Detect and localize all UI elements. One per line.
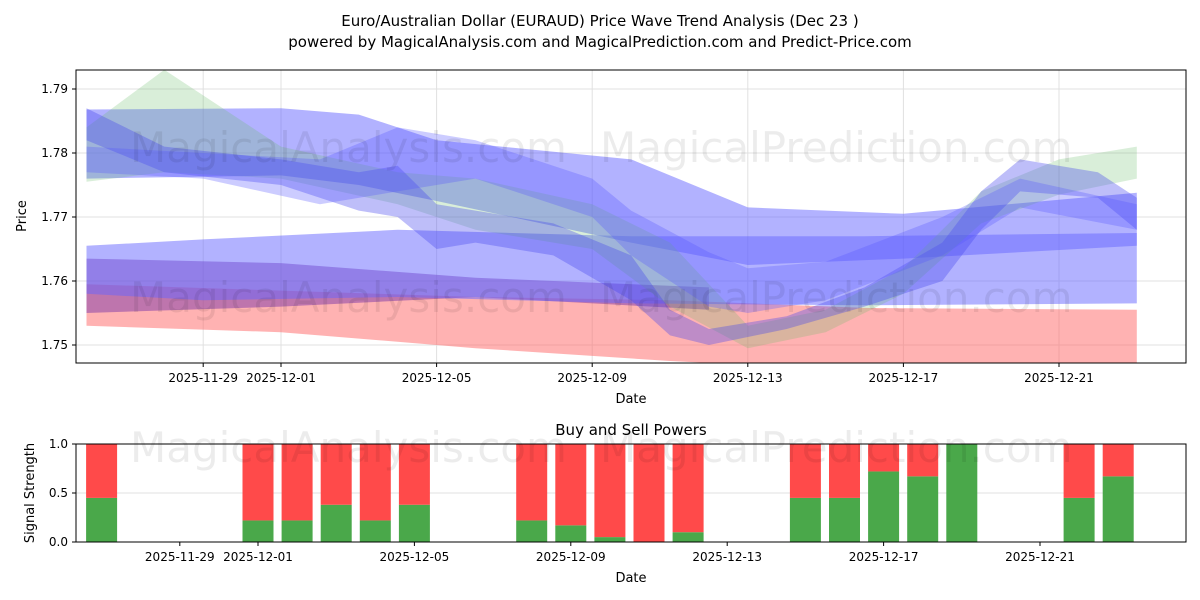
sell-bar xyxy=(829,444,860,498)
x-tick-label: 2025-12-21 xyxy=(1005,550,1075,564)
x-tick-label: 2025-11-29 xyxy=(168,371,238,385)
x-tick-label: 2025-12-13 xyxy=(692,550,762,564)
buy-bar xyxy=(320,504,352,542)
buy-bar xyxy=(242,520,274,542)
y-axis-label: Price xyxy=(15,200,30,232)
x-tick-label: 2025-11-29 xyxy=(145,550,215,564)
sell-bar xyxy=(633,444,665,542)
wave-band xyxy=(86,284,1137,363)
wave-band xyxy=(86,127,1137,314)
buy-bar xyxy=(86,497,118,542)
signal-chart: Buy and Sell Powers MagicalAnalysis.com … xyxy=(23,421,1187,586)
watermark: MagicalPrediction.com xyxy=(600,123,1073,172)
sell-bar xyxy=(555,444,587,526)
sell-bar xyxy=(1102,444,1134,477)
sell-bar xyxy=(516,444,548,521)
x-tick-label: 2025-12-13 xyxy=(713,371,783,385)
sell-bar xyxy=(281,444,313,521)
x-tick-label: 2025-12-21 xyxy=(1024,371,1094,385)
x-tick-label: 2025-12-17 xyxy=(869,371,939,385)
buy-bar xyxy=(594,537,626,542)
price-chart: MagicalAnalysis.com MagicalPrediction.co… xyxy=(15,69,1187,407)
sell-bar xyxy=(359,444,391,521)
buy-bar xyxy=(1063,497,1095,542)
chart-title: Euro/Australian Dollar (EURAUD) Price Wa… xyxy=(341,12,858,30)
buy-bar xyxy=(789,497,821,542)
sell-bar xyxy=(789,444,821,498)
buy-bar xyxy=(359,520,391,542)
x-axis-label: Date xyxy=(615,392,646,407)
buy-bar xyxy=(516,520,548,542)
sell-bar xyxy=(907,444,939,477)
sell-bar xyxy=(672,444,704,533)
y-tick-label: 1.77 xyxy=(41,210,68,224)
x-tick-label: 2025-12-09 xyxy=(557,371,627,385)
watermark: MagicalAnalysis.com xyxy=(130,273,567,322)
watermark: MagicalPrediction.com xyxy=(600,423,1073,472)
x-tick-label: 2025-12-01 xyxy=(246,371,316,385)
buy-bar xyxy=(907,476,939,542)
chart-subtitle: powered by MagicalAnalysis.com and Magic… xyxy=(288,33,912,51)
y-tick-label: 0.5 xyxy=(49,486,68,500)
buy-bar xyxy=(1102,476,1134,542)
buy-bar xyxy=(868,471,900,542)
x-tick-label: 2025-12-05 xyxy=(402,371,472,385)
y-tick-label: 1.0 xyxy=(49,437,68,451)
wave-band xyxy=(86,108,1137,265)
sell-bar xyxy=(242,444,274,521)
sell-bar xyxy=(1063,444,1095,498)
watermark: MagicalPrediction.com xyxy=(600,273,1073,322)
y-tick-label: 1.76 xyxy=(41,274,68,288)
x-tick-label: 2025-12-17 xyxy=(849,550,919,564)
wave-band xyxy=(86,108,1137,345)
y-axis-label: Signal Strength xyxy=(23,443,38,543)
buy-bar xyxy=(555,525,587,542)
y-tick-label: 0.0 xyxy=(49,535,68,549)
watermark: MagicalAnalysis.com xyxy=(130,423,567,472)
x-tick-label: 2025-12-05 xyxy=(380,550,450,564)
signal-chart-title: Buy and Sell Powers xyxy=(555,421,707,439)
y-tick-label: 1.75 xyxy=(41,338,68,352)
wave-band xyxy=(86,70,1137,349)
x-tick-label: 2025-12-09 xyxy=(536,550,606,564)
buy-bar xyxy=(829,497,860,542)
y-tick-label: 1.78 xyxy=(41,146,68,160)
buy-bar xyxy=(946,444,978,542)
sell-bar xyxy=(398,444,430,505)
sell-bar xyxy=(320,444,352,505)
buy-bar xyxy=(398,504,430,542)
sell-bar xyxy=(594,444,626,538)
sell-bar xyxy=(868,444,900,472)
x-axis-label: Date xyxy=(615,571,646,586)
sell-bar xyxy=(86,444,118,498)
buy-bar xyxy=(672,532,704,542)
x-tick-label: 2025-12-01 xyxy=(223,550,293,564)
y-tick-label: 1.79 xyxy=(41,82,68,96)
watermark: MagicalAnalysis.com xyxy=(130,123,567,172)
buy-bar xyxy=(281,520,313,542)
